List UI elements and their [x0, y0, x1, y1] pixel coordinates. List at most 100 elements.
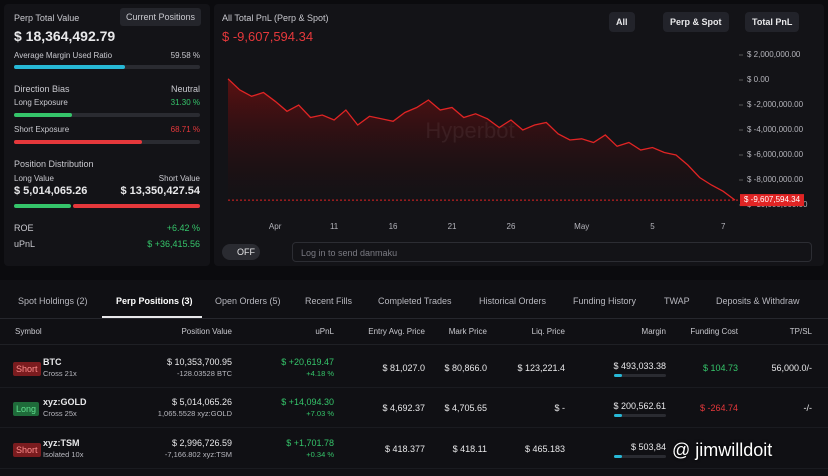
margin-bar-fill	[614, 414, 622, 417]
cell: $ 418.377	[384, 444, 425, 454]
cell: $ 4,692.37	[382, 403, 425, 413]
label: Direction Bias	[14, 84, 70, 94]
tab[interactable]: Perp Positions (3)	[116, 296, 193, 306]
cell: $ 200,562.61	[613, 401, 666, 411]
x-tick-label: May	[574, 222, 589, 231]
x-tick-label: 26	[507, 222, 516, 231]
cell: $ -264.74	[699, 403, 738, 413]
y-tick-label: $ -8,000,000.00	[747, 175, 804, 184]
cell: $ 4,705.65	[444, 403, 487, 413]
x-tick-label: Apr	[269, 222, 282, 231]
label: Position Distribution	[14, 159, 94, 169]
column-header: Symbol	[15, 327, 42, 336]
total: $ 18,364,492.79	[14, 28, 116, 44]
label: Perp Total Value	[14, 13, 80, 23]
tab[interactable]: Completed Trades	[378, 296, 452, 306]
button[interactable]: Current Positions	[120, 8, 202, 26]
label: Short Value	[158, 174, 200, 183]
column-header: Funding Cost	[690, 327, 738, 336]
chart: Hyperbot $ 2,000,000.00$ 0.00$ -2,000,00…	[227, 50, 808, 231]
label: uPnL	[14, 239, 36, 249]
row-divider	[0, 427, 828, 428]
side-badge: Short	[13, 443, 41, 457]
value: $ 13,350,427.54	[120, 185, 200, 197]
margin-bar-fill	[614, 374, 622, 377]
value: 68.71 %	[170, 125, 200, 134]
line	[227, 78, 736, 201]
divider	[0, 318, 828, 319]
x-tick-label: 5	[650, 222, 655, 231]
cell: $ 493,033.38	[613, 361, 666, 371]
cell: $ 123,221.4	[517, 363, 565, 373]
tab[interactable]: TWAP	[664, 296, 690, 306]
cell: $ 104.73	[702, 363, 738, 373]
cell: +0.34 %	[306, 450, 334, 459]
tab[interactable]: Deposits & Withdraw	[716, 296, 800, 306]
column-header: Margin	[641, 327, 666, 336]
y-tick-label: $ 0.00	[747, 75, 770, 84]
row-divider	[0, 468, 828, 469]
cell: 1,065.5528 xyz:GOLD	[157, 409, 232, 418]
x-tick-label: 16	[389, 222, 398, 231]
column-header: uPnL	[315, 327, 334, 336]
chart-value: $ -9,607,594.34	[222, 29, 314, 44]
cell: -/-	[803, 403, 813, 413]
column-header: Entry Avg. Price	[368, 327, 425, 336]
value: 31.30 %	[170, 98, 200, 107]
tab-underline	[102, 316, 202, 318]
tab[interactable]: Historical Orders	[479, 296, 547, 306]
fill	[14, 204, 71, 208]
y-tick-label: $ -2,000,000.00	[747, 100, 804, 109]
area	[228, 78, 735, 205]
value: $ +36,415.56	[147, 239, 200, 249]
value: $ 5,014,065.26	[14, 185, 88, 197]
chat-input[interactable]: Log in to send danmaku	[292, 242, 812, 262]
track	[14, 113, 200, 117]
tab[interactable]: Spot Holdings (2)	[18, 296, 88, 306]
filter[interactable]: Total PnL	[745, 12, 800, 32]
cell: $ +14,094.30	[281, 397, 334, 407]
cell: $ +20,619.47	[281, 357, 334, 367]
cell: $ 5,014,065.26	[171, 397, 232, 407]
leverage: Isolated 10x	[43, 450, 84, 459]
toggle[interactable]: OFF	[222, 244, 260, 260]
y-tick-label: $ -6,000,000.00	[747, 150, 804, 159]
cell: $ 503,84	[630, 442, 666, 452]
column-header: TP/SL	[789, 327, 812, 336]
positions-panel	[0, 280, 828, 476]
cell: $ 10,353,700.95	[166, 357, 232, 367]
value: 59.58 %	[170, 51, 200, 60]
x-tick-label: 11	[330, 222, 339, 231]
side-badge: Short	[13, 362, 41, 376]
label: Average Margin Used Ratio	[14, 51, 113, 60]
value: Neutral	[170, 84, 200, 94]
margin-bar	[614, 455, 666, 458]
margin-bar-fill	[614, 455, 622, 458]
symbol: xyz:TSM	[43, 438, 80, 448]
fill	[73, 204, 200, 208]
x-tick-label: 7	[721, 222, 726, 231]
cell: $ 465.183	[524, 444, 565, 454]
cell: $ 418.11	[452, 444, 487, 454]
tab[interactable]: Open Orders (5)	[215, 296, 281, 306]
filter[interactable]: All	[609, 12, 635, 32]
cell: +7.03 %	[306, 409, 334, 418]
filter[interactable]: Perp & Spot	[663, 12, 729, 32]
summary-panel	[4, 4, 210, 266]
tab[interactable]: Recent Fills	[305, 296, 353, 306]
watermark: @ jimwilldoit	[672, 440, 773, 460]
annotation-box	[740, 194, 804, 207]
fill	[14, 113, 72, 117]
y-tick-label: $ 2,000,000.00	[747, 50, 801, 59]
header-bg	[0, 344, 828, 345]
symbol: BTC	[43, 357, 62, 367]
cell: $ 2,996,726.59	[171, 438, 232, 448]
annotation: $ -9,607,594.34	[744, 195, 801, 204]
cell: -128.03528 BTC	[176, 369, 232, 378]
tab[interactable]: Funding History	[573, 296, 637, 306]
label: ROE	[14, 223, 34, 233]
cell: -7,166.802 xyz:TSM	[164, 450, 232, 459]
symbol: xyz:GOLD	[43, 397, 87, 407]
column-header: Position Value	[181, 327, 232, 336]
